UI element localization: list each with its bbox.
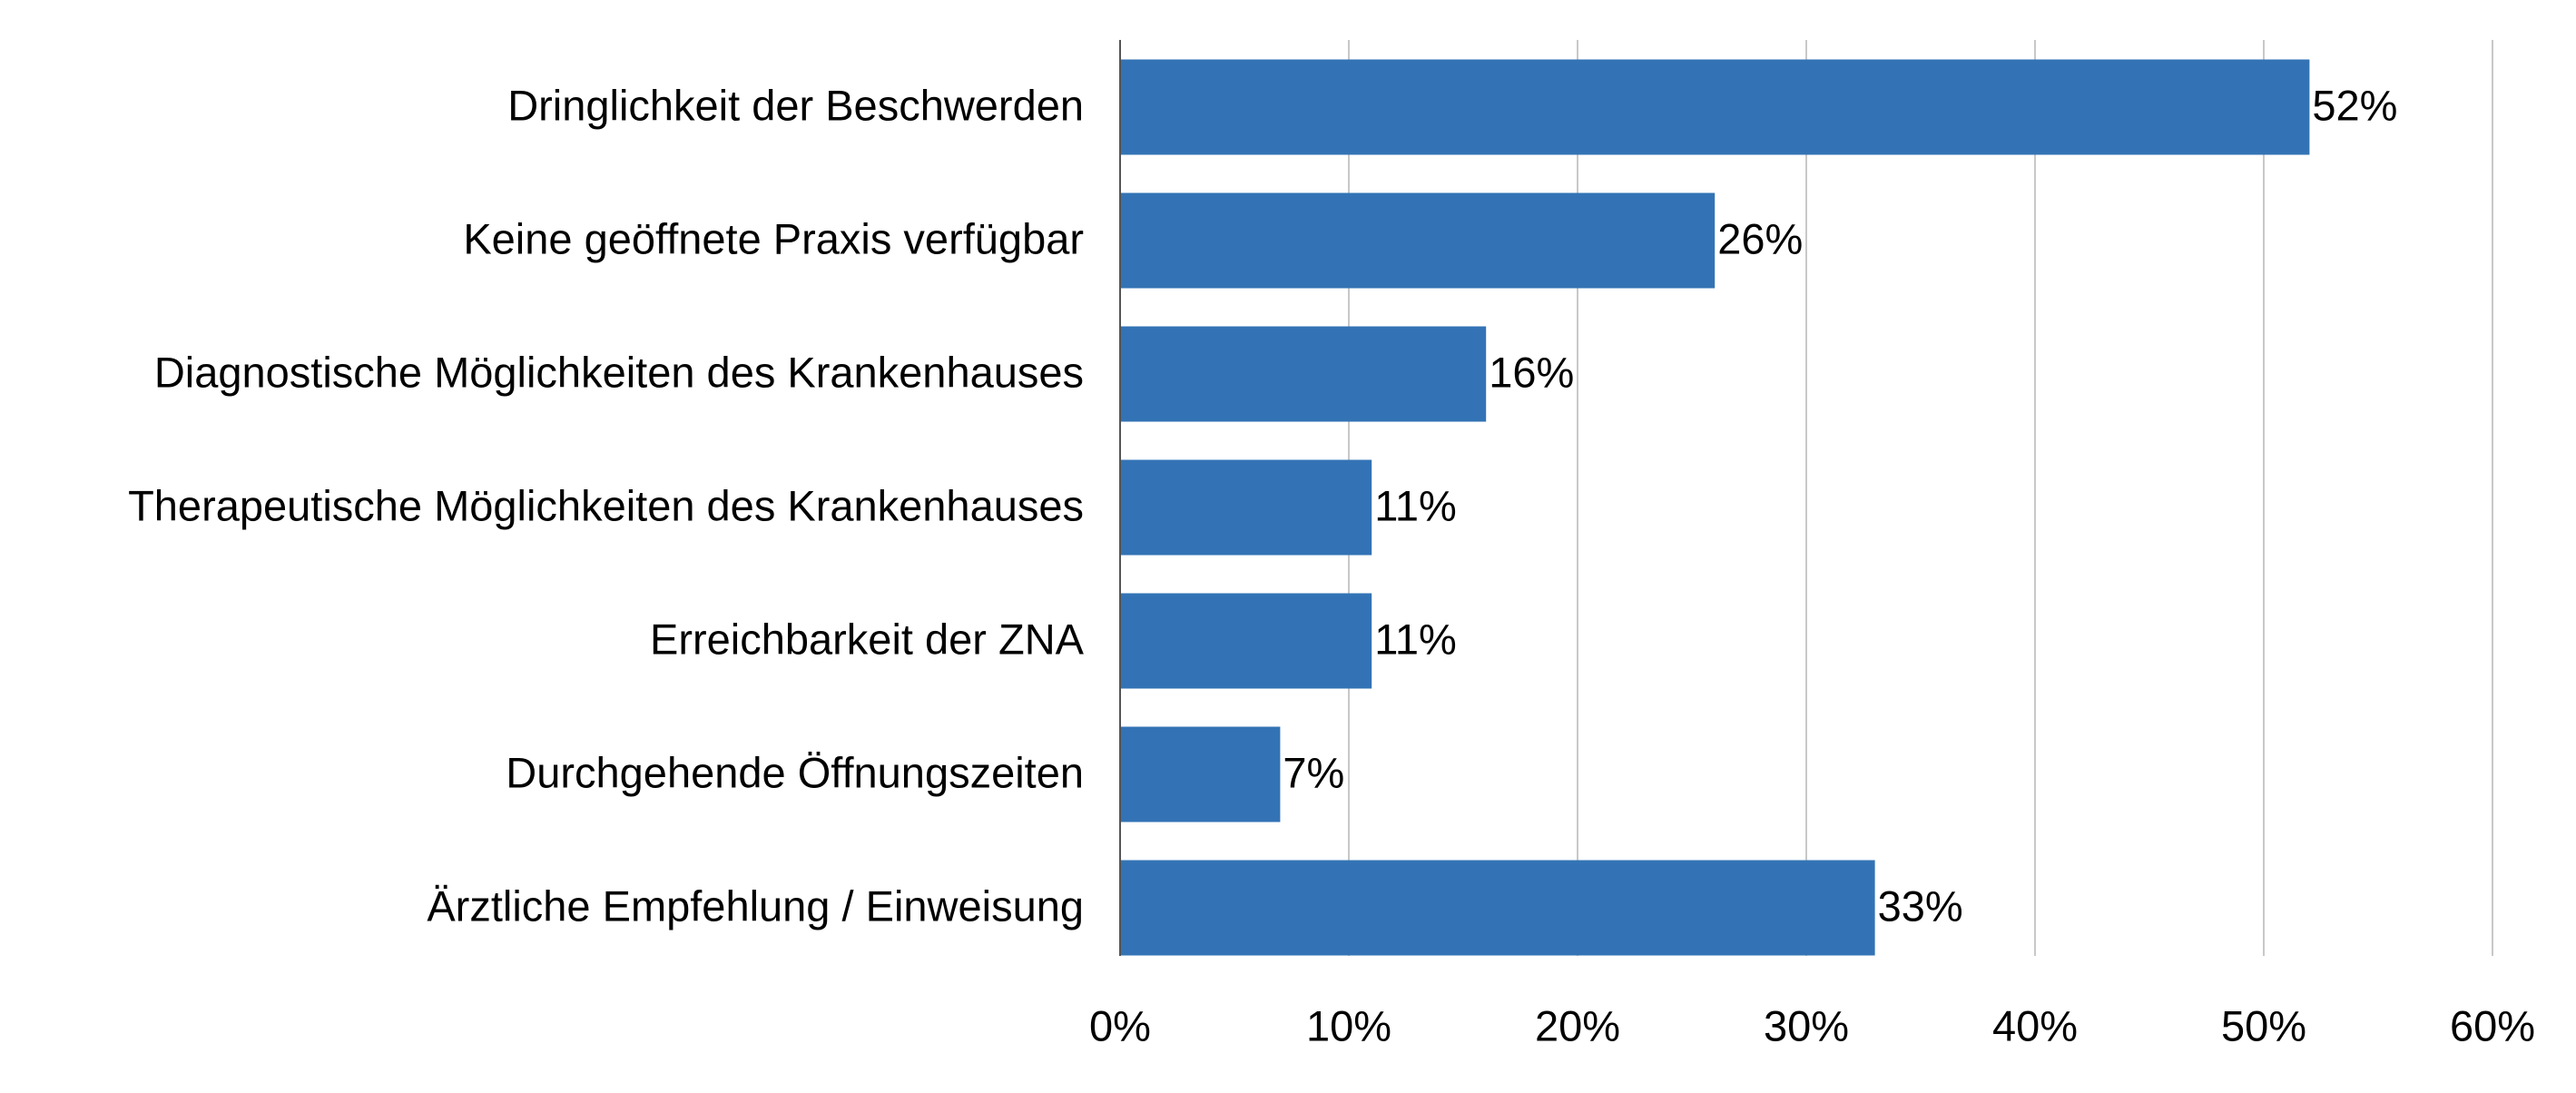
- x-tick-label: 0%: [1089, 1001, 1151, 1049]
- y-tick-label: Erreichbarkeit der ZNA: [650, 615, 1085, 663]
- bar: [1120, 860, 1875, 956]
- x-tick-label: 10%: [1306, 1001, 1391, 1049]
- y-tick-label: Diagnostische Möglichkeiten des Krankenh…: [154, 348, 1084, 396]
- bar: [1120, 59, 2310, 155]
- y-tick-label: Ärztliche Empfehlung / Einweisung: [427, 881, 1084, 930]
- x-tick-label: 40%: [1992, 1001, 2078, 1049]
- value-label: 52%: [2312, 81, 2397, 129]
- bar: [1120, 726, 1281, 822]
- y-tick-label: Dringlichkeit der Beschwerden: [507, 81, 1084, 129]
- bar: [1120, 459, 1372, 556]
- y-tick-label: Therapeutische Möglichkeiten des Kranken…: [128, 481, 1084, 529]
- y-tick-label: Durchgehende Öffnungszeiten: [506, 748, 1084, 796]
- value-label: 11%: [1374, 615, 1457, 663]
- bar: [1120, 192, 1716, 289]
- y-tick-label: Keine geöffnete Praxis verfügbar: [463, 214, 1084, 262]
- value-label: 16%: [1489, 348, 1574, 396]
- x-tick-label: 50%: [2221, 1001, 2306, 1049]
- bar: [1120, 593, 1372, 689]
- value-label: 7%: [1283, 748, 1344, 796]
- x-tick-label: 60%: [2450, 1001, 2535, 1049]
- value-label: 11%: [1374, 481, 1457, 529]
- x-tick-label: 30%: [1764, 1001, 1849, 1049]
- value-label: 26%: [1717, 214, 1803, 262]
- value-label: 33%: [1878, 881, 1963, 930]
- x-tick-label: 20%: [1535, 1001, 1620, 1049]
- bar: [1120, 326, 1487, 422]
